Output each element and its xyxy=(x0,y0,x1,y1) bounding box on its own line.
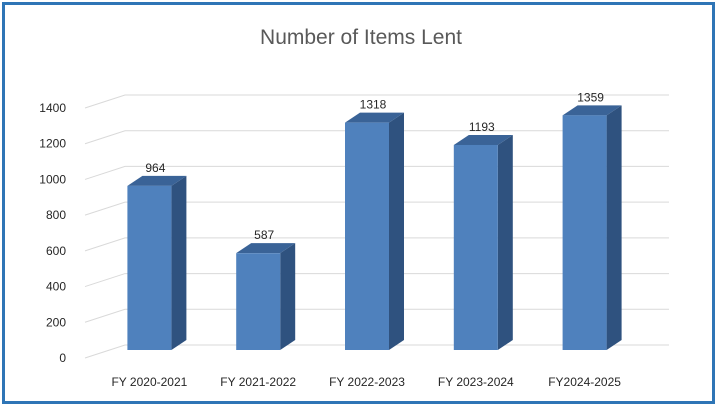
y-tick-label: 600 xyxy=(46,244,66,258)
data-labels: 964 587 1318 1193 1359 xyxy=(145,90,604,242)
bar-side xyxy=(280,243,296,350)
x-category-label: FY 2020-2021 xyxy=(111,375,187,389)
x-category-label: FY 2022-2023 xyxy=(329,375,405,389)
bar xyxy=(127,175,187,350)
y-tick-label: 1000 xyxy=(39,172,66,186)
bar-top xyxy=(562,105,622,116)
bar-top xyxy=(453,134,513,145)
bar-front xyxy=(127,185,172,350)
bar xyxy=(345,112,404,351)
bar-side xyxy=(606,105,622,350)
bar xyxy=(453,134,513,350)
y-tick-label: 0 xyxy=(59,351,66,365)
x-axis-labels: FY 2020-2021 FY 2021-2022 FY 2022-2023 FY 2… xyxy=(111,375,621,389)
y-tick-label: 1200 xyxy=(39,137,66,151)
bar-side xyxy=(389,112,404,351)
bar xyxy=(562,105,622,350)
data-label: 964 xyxy=(145,161,165,175)
y-tick-label: 200 xyxy=(46,315,66,329)
data-label: 1359 xyxy=(577,90,604,104)
x-category-label: FY 2021-2022 xyxy=(220,375,296,389)
data-label: 587 xyxy=(254,228,274,242)
bar-side xyxy=(171,175,187,350)
y-tick-label: 400 xyxy=(46,280,66,294)
gridline xyxy=(84,130,669,145)
gridline xyxy=(84,94,669,109)
bar-top xyxy=(127,175,187,186)
bar-top xyxy=(345,112,404,123)
y-axis-ticks: 0 200 400 600 800 1000 1200 1400 xyxy=(39,101,66,365)
y-tick-label: 800 xyxy=(46,208,66,222)
bar-front xyxy=(345,122,389,351)
bar-front xyxy=(562,115,607,350)
data-label: 1193 xyxy=(469,120,495,134)
x-category-label: FY2024-2025 xyxy=(548,375,621,389)
bar-front xyxy=(236,253,281,350)
bar-side xyxy=(497,134,513,350)
x-category-label: FY 2023-2024 xyxy=(438,375,514,389)
y-tick-label: 1400 xyxy=(39,101,66,115)
bars xyxy=(127,105,622,351)
chart-title: Number of Items Lent xyxy=(260,26,462,49)
bar-top xyxy=(236,243,296,254)
bar xyxy=(236,243,296,350)
data-label: 1318 xyxy=(360,98,387,112)
bar-front xyxy=(453,144,498,350)
